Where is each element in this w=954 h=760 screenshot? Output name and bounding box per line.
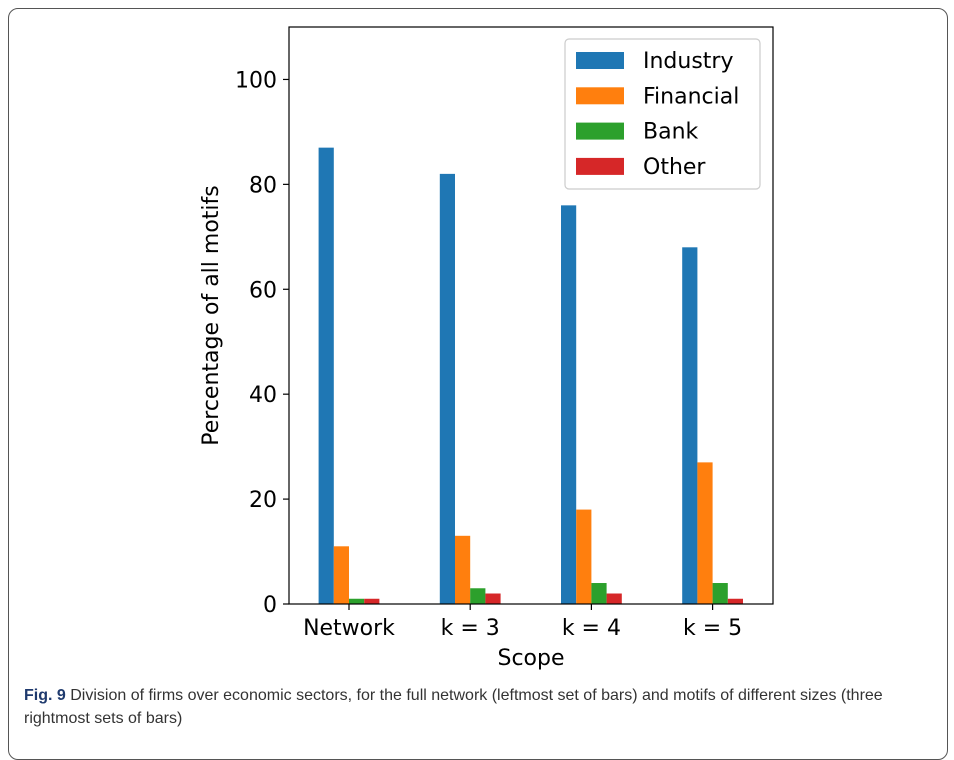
legend-swatch-industry: [576, 52, 624, 69]
bar-other-3: [727, 598, 743, 604]
legend-swatch-other: [576, 157, 624, 175]
legend-label-industry: Industry: [643, 49, 734, 74]
x-tick-label: k = 5: [683, 616, 742, 641]
bar-chart: 0 20 40 60 80 100 Network k = 3 k = 4 k = 5 Scope P…: [199, 26, 774, 671]
bar-other-0: [364, 598, 380, 604]
bar-financial-0: [333, 546, 349, 604]
axes-group: 0 20 40 60 80 100 Network k = 3 k = 4 k = 5 Scope P…: [199, 26, 774, 671]
figure-caption: Fig. 9 Division of firms over economic s…: [24, 684, 924, 730]
bar-bank-0: [349, 598, 365, 604]
x-axis-label: Scope: [497, 646, 564, 671]
legend-box: [564, 38, 761, 190]
x-tick-label: k = 4: [562, 616, 621, 641]
bar-bank-1: [470, 588, 486, 604]
bar-industry-3: [682, 247, 698, 605]
bar-other-2: [606, 593, 622, 604]
y-tick-label: 0: [263, 593, 277, 618]
bar-bank-3: [712, 583, 728, 604]
legend-swatch-bank: [576, 122, 624, 140]
plot-frame: [288, 26, 774, 605]
bar-other-1: [485, 593, 501, 604]
bar-industry-2: [561, 205, 577, 604]
bar-industry-0: [318, 147, 334, 605]
legend-label-other: Other: [643, 155, 706, 180]
bars-group: [318, 147, 743, 605]
bar-bank-2: [591, 583, 607, 604]
legend: Industry Financial Bank Other: [564, 38, 761, 190]
bar-financial-2: [576, 509, 592, 604]
bar-industry-1: [439, 173, 455, 604]
x-tick-label: Network: [303, 616, 395, 641]
figure-label: Fig. 9: [24, 687, 66, 704]
legend-swatch-financial: [576, 87, 624, 105]
legend-label-bank: Bank: [643, 120, 699, 145]
y-axis-label: Percentage of all motifs: [199, 185, 224, 446]
bar-financial-3: [697, 462, 713, 604]
legend-label-financial: Financial: [643, 84, 739, 109]
figure-caption-text: Division of firms over economic sectors,…: [24, 687, 883, 727]
y-tick-label: 60: [249, 278, 277, 303]
y-tick-label: 20: [249, 488, 277, 513]
y-tick-label: 100: [235, 68, 277, 93]
y-tick-label: 80: [249, 173, 277, 198]
x-tick-label: k = 3: [441, 616, 500, 641]
bar-financial-1: [455, 535, 471, 604]
y-tick-label: 40: [249, 383, 277, 408]
